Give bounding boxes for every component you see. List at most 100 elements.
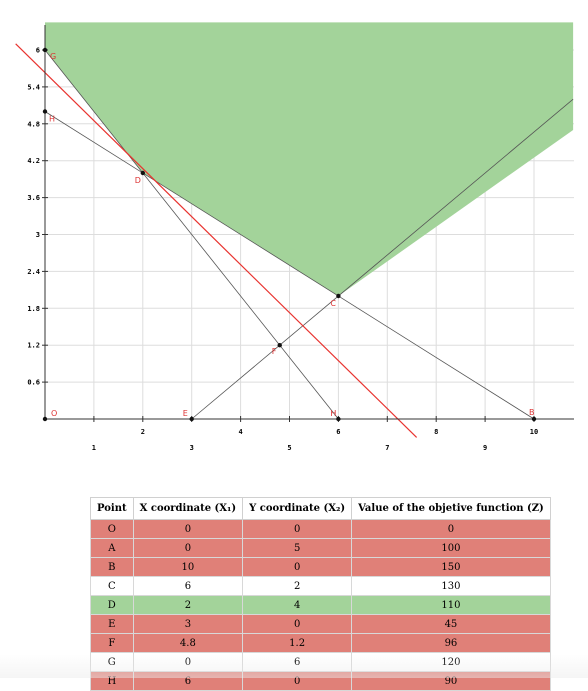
table-row: A 0 5 100 xyxy=(90,538,551,558)
cell-point: A xyxy=(90,538,134,558)
x-tick-label: 8 xyxy=(434,428,438,436)
vertex-points xyxy=(42,47,537,422)
cell-y: 0 xyxy=(242,671,353,691)
cell-z: 110 xyxy=(351,595,551,615)
point-g xyxy=(42,47,48,53)
point-a xyxy=(42,109,48,114)
vertex-labels: O H B C D E F G H xyxy=(49,52,535,418)
x-tick-label: 3 xyxy=(190,444,194,452)
axes xyxy=(42,25,574,422)
y-tick-label: 3.6 xyxy=(27,194,40,202)
cell-x: 6 xyxy=(132,576,244,596)
cell-point: H xyxy=(90,671,134,691)
cell-z: 0 xyxy=(351,519,551,539)
x-tick-label: 4 xyxy=(238,428,242,436)
cell-x: 6 xyxy=(132,671,244,691)
point-label: F xyxy=(272,347,277,356)
point-o xyxy=(42,416,48,422)
point-label: G xyxy=(50,52,56,61)
cell-y: 6 xyxy=(242,652,353,672)
point-h xyxy=(336,416,341,422)
cell-point: E xyxy=(90,614,134,634)
point-b xyxy=(531,416,537,422)
point-label: O xyxy=(51,409,57,418)
x-tick-label: 1 xyxy=(92,444,96,452)
objective-function-line xyxy=(15,43,418,438)
cell-x: 4.8 xyxy=(132,633,244,653)
feasible-region xyxy=(45,22,574,296)
table-body: O 0 0 0 A 0 5 100 B 10 0 150 C 6 2 130 D 2 4 110 E 3 0 45 F 4.8 1.… xyxy=(90,519,551,691)
point-label: D xyxy=(135,176,141,185)
y-tick-label: 5.4 xyxy=(27,83,40,91)
linear-programming-chart: 1 2 3 4 5 6 7 8 9 10 0.6 1.2 1.8 2.4 3 3.6 4.2 4.8 5.4 6 O H… xyxy=(15,22,574,453)
cell-z: 96 xyxy=(351,633,551,653)
cell-y: 2 xyxy=(242,576,353,596)
header-point: Point xyxy=(90,497,134,520)
table-row: B 10 0 150 xyxy=(90,557,551,577)
constraint-lines xyxy=(44,49,574,420)
header-x-coordinate: X coordinate (X₁) xyxy=(132,497,244,520)
cell-y: 5 xyxy=(242,538,353,558)
table-row: H 6 0 90 xyxy=(90,671,551,691)
point-label: E xyxy=(183,409,188,418)
cell-x: 3 xyxy=(132,614,244,634)
cell-point: B xyxy=(90,557,134,577)
point-label: B xyxy=(529,408,535,417)
header-y-coordinate: Y coordinate (X₂) xyxy=(242,497,353,520)
constraint-line xyxy=(191,98,574,420)
y-tick-label: 4.2 xyxy=(27,157,40,165)
cell-z: 100 xyxy=(351,538,551,558)
tick-labels: 1 2 3 4 5 6 7 8 9 10 0.6 1.2 1.8 2.4 3 3.6 4.2 4.8 5.4 6 xyxy=(27,47,538,453)
y-tick-label: 0.6 xyxy=(27,379,40,387)
constraint-line xyxy=(44,111,535,420)
vertex-table-container: Point X coordinate (X₁) Y coordinate (X₂… xyxy=(90,497,551,691)
cell-y: 0 xyxy=(242,557,353,577)
cell-point: C xyxy=(90,576,134,596)
cell-z: 130 xyxy=(351,576,551,596)
y-tick-label: 3 xyxy=(36,231,40,239)
cell-point: D xyxy=(90,595,134,615)
cell-y: 0 xyxy=(242,519,353,539)
cell-x: 10 xyxy=(132,557,244,577)
x-tick-label: 7 xyxy=(385,444,389,452)
point-label: H xyxy=(49,115,55,124)
y-tick-label: 1.2 xyxy=(27,342,40,350)
x-tick-label: 5 xyxy=(287,444,291,452)
x-tick-label: 9 xyxy=(483,444,487,452)
table-row: C 6 2 130 xyxy=(90,576,551,596)
point-d xyxy=(140,170,145,176)
cell-x: 0 xyxy=(132,538,244,558)
point-c xyxy=(336,293,341,299)
x-tick-label: 6 xyxy=(336,428,340,436)
cell-y: 1.2 xyxy=(242,633,353,653)
cell-point: G xyxy=(90,652,134,672)
constraint-line xyxy=(44,49,339,420)
table-row: F 4.8 1.2 96 xyxy=(90,633,551,653)
x-tick-label: 2 xyxy=(141,428,145,436)
cell-z: 120 xyxy=(351,652,551,672)
cell-y: 4 xyxy=(242,595,353,615)
cell-x: 2 xyxy=(132,595,244,615)
point-label: C xyxy=(330,299,336,308)
cell-y: 0 xyxy=(242,614,353,634)
point-e xyxy=(189,416,194,422)
table-header-row: Point X coordinate (X₁) Y coordinate (X₂… xyxy=(90,497,551,520)
y-tick-label: 1.8 xyxy=(27,305,40,313)
y-tick-label: 6 xyxy=(36,47,40,55)
x-tick-label: 10 xyxy=(530,428,538,436)
cell-x: 0 xyxy=(132,519,244,539)
table-row: D 2 4 110 xyxy=(90,595,551,615)
table-row: E 3 0 45 xyxy=(90,614,551,634)
y-tick-label: 4.8 xyxy=(27,120,40,128)
cell-point: O xyxy=(90,519,134,539)
cell-z: 45 xyxy=(351,614,551,634)
point-label: H xyxy=(330,409,336,418)
cell-z: 90 xyxy=(351,671,551,691)
cell-point: F xyxy=(90,633,134,653)
cell-z: 150 xyxy=(351,557,551,577)
header-objective-value: Value of the objetive function (Z) xyxy=(351,497,551,520)
point-f xyxy=(277,343,282,348)
cell-x: 0 xyxy=(132,652,244,672)
y-tick-label: 2.4 xyxy=(27,268,40,276)
